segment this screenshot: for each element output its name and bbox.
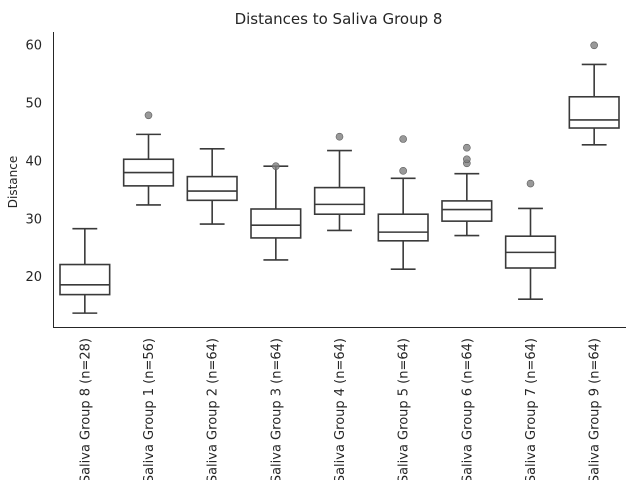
box-group (59, 227, 111, 314)
y-tick-label: 20 (25, 270, 42, 285)
box-iqr (59, 263, 111, 296)
box-group (504, 179, 557, 301)
x-tick-label: Saliva Group 2 (n=64) (206, 338, 221, 480)
x-tick-labels: Saliva Group 8 (n=28) Saliva Group 1 (n=5… (78, 338, 602, 480)
y-tick-label: 40 (25, 154, 42, 169)
box-group (441, 143, 493, 237)
x-tick-label: Saliva Group 5 (n=64) (397, 338, 412, 480)
x-tick-label: Saliva Group 6 (n=64) (460, 338, 475, 480)
box-group (377, 135, 429, 270)
x-tick-label: Saliva Group 3 (n=64) (269, 338, 284, 480)
y-axis-label: Distance (6, 156, 20, 208)
y-tick-label: 50 (25, 97, 42, 112)
box-iqr (377, 213, 429, 242)
outlier-point (144, 111, 153, 120)
box-iqr (568, 95, 620, 129)
box-group (250, 162, 302, 261)
box-group (313, 132, 366, 232)
y-ticks: 20 30 40 50 60 (25, 39, 42, 285)
x-tick-label: Saliva Group 4 (n=64) (333, 338, 348, 480)
box-group (186, 148, 238, 225)
outlier-point (590, 41, 598, 50)
outlier-point (399, 135, 407, 143)
outlier-point (399, 167, 407, 175)
box-group (122, 111, 175, 206)
y-tick-label: 30 (25, 212, 42, 227)
x-tick-label: Saliva Group 7 (n=64) (524, 338, 539, 480)
boxes (59, 41, 620, 314)
outlier-point (526, 179, 535, 188)
outlier-point (463, 143, 471, 152)
chart-title: Distances to Saliva Group 8 (235, 10, 443, 28)
x-tick-label: Saliva Group 8 (n=28) (78, 338, 93, 480)
box-iqr (313, 186, 366, 216)
x-tick-label: Saliva Group 1 (n=56) (142, 338, 157, 480)
box-group (568, 41, 620, 146)
outlier-point (335, 132, 344, 141)
y-tick-label: 60 (25, 39, 42, 54)
box-iqr (250, 208, 302, 239)
box-iqr (441, 200, 493, 222)
outlier-point (272, 162, 280, 170)
x-tick-label: Saliva Group 9 (n=64) (588, 338, 603, 480)
outlier-point (463, 155, 471, 164)
box-iqr (186, 175, 238, 202)
